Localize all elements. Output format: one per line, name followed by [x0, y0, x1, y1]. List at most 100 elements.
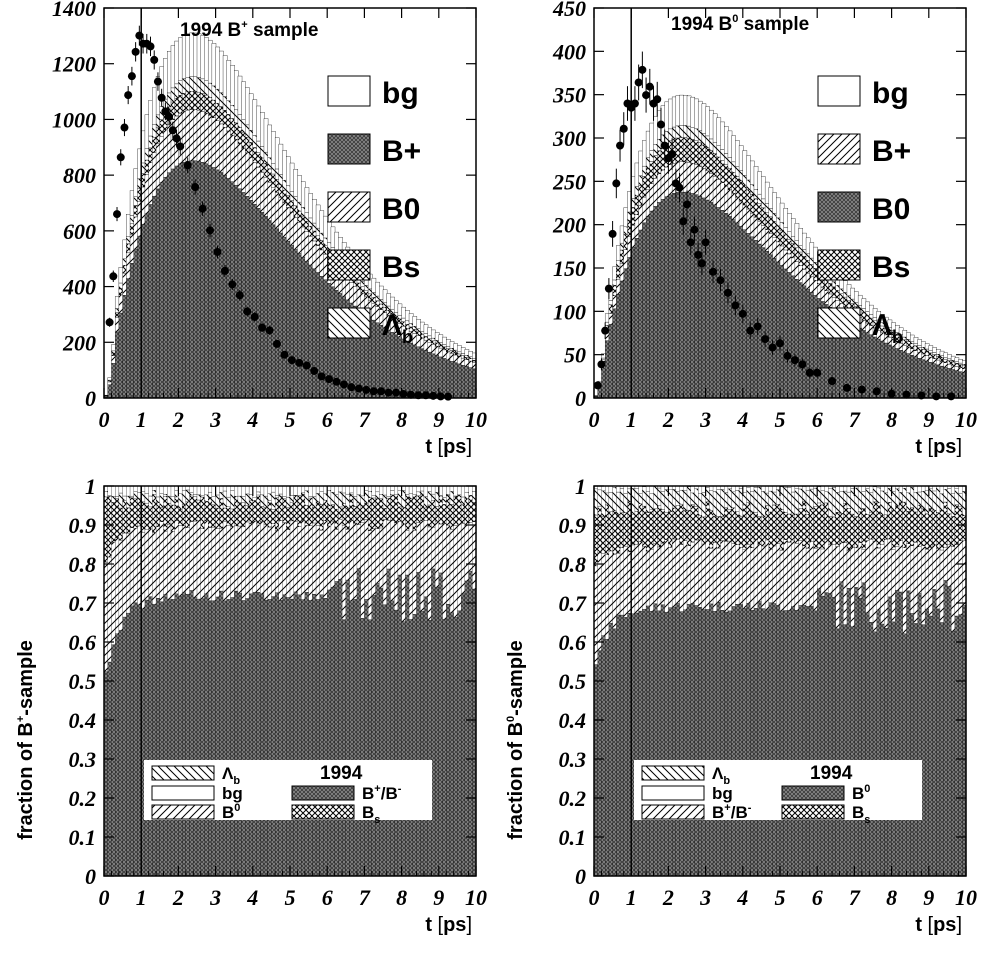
legend-label: bg — [382, 77, 419, 110]
fraction-bar — [286, 496, 291, 508]
histogram-bar-Bs — [764, 212, 770, 230]
histogram-bar-B0 — [163, 129, 168, 178]
histogram-bar-B0 — [248, 157, 254, 201]
fraction-bar — [234, 485, 239, 497]
fraction-bar — [731, 606, 736, 877]
histogram-bar-Λb — [267, 157, 272, 169]
histogram-bar-Λb — [167, 92, 172, 107]
histogram-bar-Λb — [293, 196, 299, 207]
histogram-bar-B0 — [660, 199, 666, 399]
fraction-bar — [746, 544, 751, 604]
y-tick-label: 100 — [553, 299, 586, 324]
fraction-bar — [271, 596, 276, 877]
fraction-bar — [757, 486, 762, 517]
fraction-bar — [185, 501, 191, 528]
fraction-bar — [189, 492, 194, 496]
histogram-bar-Bs — [144, 159, 150, 175]
histogram-bar-B+ — [649, 183, 655, 212]
fraction-bar — [623, 493, 629, 513]
fraction-bar — [170, 496, 176, 506]
fraction-bar — [230, 526, 235, 598]
fraction-bar — [884, 514, 889, 540]
fraction-bar — [869, 512, 874, 540]
fraction-bar — [167, 485, 172, 497]
histogram-bar-B+ — [727, 189, 733, 217]
histogram-bar-Λb — [798, 245, 803, 253]
fraction-bar — [371, 497, 377, 529]
fraction-bar — [843, 490, 848, 504]
histogram-bar-bg — [798, 228, 803, 246]
histogram-bar-Bs — [738, 180, 744, 202]
histogram-bar-Λb — [612, 279, 617, 286]
fraction-bar — [304, 505, 310, 526]
histogram-bar-Bs — [861, 312, 867, 321]
fraction-bar — [724, 611, 729, 877]
fraction-bar — [698, 485, 703, 494]
fraction-bar — [750, 511, 755, 548]
fraction-bar — [798, 508, 803, 541]
fraction-bar — [861, 582, 867, 877]
fraction-bar — [768, 548, 774, 603]
histogram-bar-bg — [843, 280, 848, 293]
histogram-bar-B0 — [234, 139, 239, 186]
fraction-bar — [442, 497, 447, 505]
fraction-bar — [642, 608, 647, 877]
histogram-bar-Λb — [671, 126, 677, 140]
histogram-bar-B+ — [286, 241, 291, 399]
fraction-bar — [122, 485, 127, 497]
histogram-bar-B0 — [468, 360, 473, 368]
fraction-bar — [152, 532, 157, 605]
histogram-bar-B+ — [438, 356, 444, 399]
fraction-bar — [906, 492, 911, 512]
fraction-bar — [783, 512, 788, 540]
histogram-bar-B0 — [122, 272, 127, 296]
fraction-bar — [802, 605, 807, 877]
histogram-bar-Bs — [278, 184, 284, 198]
fraction-bar — [148, 506, 153, 530]
data-point — [113, 210, 122, 219]
fraction-bar — [349, 520, 354, 601]
histogram-bar-B0 — [293, 217, 299, 250]
legend-swatch — [291, 785, 355, 801]
histogram-bar-bg — [207, 39, 213, 84]
histogram-bar-bg — [683, 95, 688, 126]
fraction-bar — [382, 604, 388, 877]
y-tick-label: 0.6 — [559, 630, 587, 655]
fraction-bar — [698, 514, 703, 540]
x-tick-label: 10 — [465, 885, 487, 910]
fraction-bar — [330, 485, 336, 493]
fraction-bar — [178, 525, 183, 597]
histogram-bar-B0 — [880, 340, 885, 399]
histogram-bar-B+ — [457, 363, 462, 399]
histogram-bar-Λb — [215, 88, 220, 104]
histogram-bar-B+ — [906, 346, 911, 354]
fraction-bar — [724, 485, 729, 493]
fraction-bar — [791, 491, 796, 516]
x-tick-label: 8 — [886, 407, 897, 432]
histogram-bar-B0 — [230, 134, 235, 182]
fraction-bar — [282, 498, 287, 523]
fraction-bar — [787, 513, 792, 543]
histogram-bar-Bs — [910, 343, 915, 350]
fraction-bar — [813, 548, 818, 611]
data-point — [872, 387, 881, 396]
fraction-bar — [219, 498, 224, 529]
histogram-bar-B+ — [824, 290, 829, 305]
histogram-bar-Bs — [356, 282, 362, 290]
legend-swatch — [151, 765, 215, 781]
legend-year: 1994 — [320, 763, 363, 784]
panel-b-plus-fraction: 0 1 2 3 4 5 6 7 8 9 1000.10.20.30.40.50.60.70.80.9… — [15, 474, 487, 936]
data-point — [157, 93, 166, 102]
y-tick-label: 400 — [552, 39, 586, 64]
histogram-bar-bg — [850, 287, 855, 300]
fraction-bar — [824, 491, 829, 504]
axis-ticks: 0 1 2 3 4 5 6 7 8 9 1000.10.20.30.40.50.60.70.80.9… — [559, 474, 978, 910]
fraction-bar — [694, 539, 699, 606]
fraction-bar — [876, 547, 881, 611]
histogram-bar-B0 — [928, 362, 934, 399]
fraction-bar — [608, 622, 614, 877]
histogram-bar-B0 — [671, 193, 677, 399]
fraction-bar — [420, 611, 425, 877]
fraction-bar — [675, 538, 681, 604]
